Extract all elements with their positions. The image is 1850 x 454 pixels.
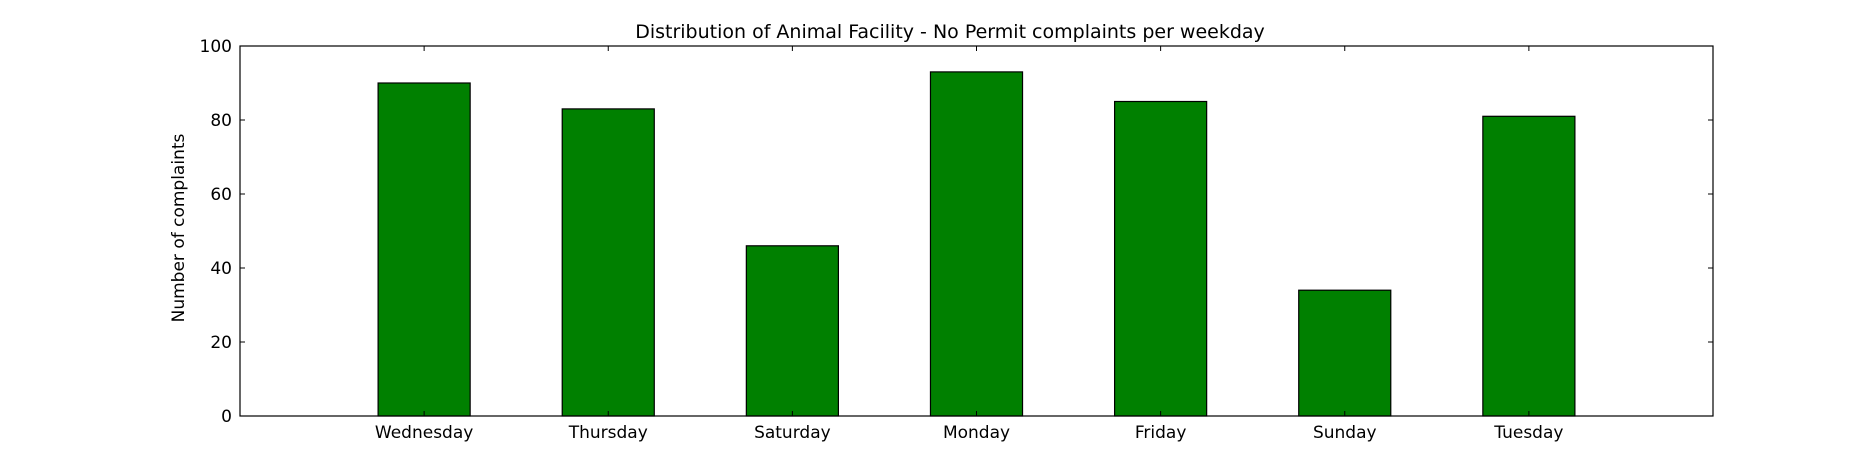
bar-wednesday xyxy=(377,82,471,417)
y-tick-label: 80 xyxy=(210,111,232,131)
x-tick-label: Saturday xyxy=(754,423,831,443)
plot-area-frame xyxy=(239,45,1714,417)
bars-layer xyxy=(377,71,1576,417)
y-tick-label: 0 xyxy=(221,407,232,427)
y-tick-label: 20 xyxy=(210,333,232,353)
bar-saturday xyxy=(745,245,840,417)
x-tick-label: Wednesday xyxy=(375,423,473,443)
bar-tuesday xyxy=(1482,115,1576,417)
bar-friday xyxy=(1113,100,1208,417)
x-tick-label: Monday xyxy=(943,423,1010,443)
x-tick-label: Tuesday xyxy=(1493,423,1563,443)
x-tick-label: Sunday xyxy=(1313,423,1377,443)
y-tick-label: 60 xyxy=(210,185,232,205)
chart-title: Distribution of Animal Facility - No Per… xyxy=(635,21,1265,43)
y-tick-label: 40 xyxy=(210,259,232,279)
bar-thursday xyxy=(561,108,655,417)
y-axis-label: Number of complaints xyxy=(169,133,189,322)
bar-monday xyxy=(929,71,1024,417)
bar-sunday xyxy=(1298,289,1392,417)
y-tick-label: 100 xyxy=(200,37,232,57)
ticks-layer: Wednesday Thursday Saturday Monday Friday Sun… xyxy=(200,37,1713,443)
x-tick-label: Friday xyxy=(1135,423,1187,443)
x-tick-label: Thursday xyxy=(568,423,648,443)
